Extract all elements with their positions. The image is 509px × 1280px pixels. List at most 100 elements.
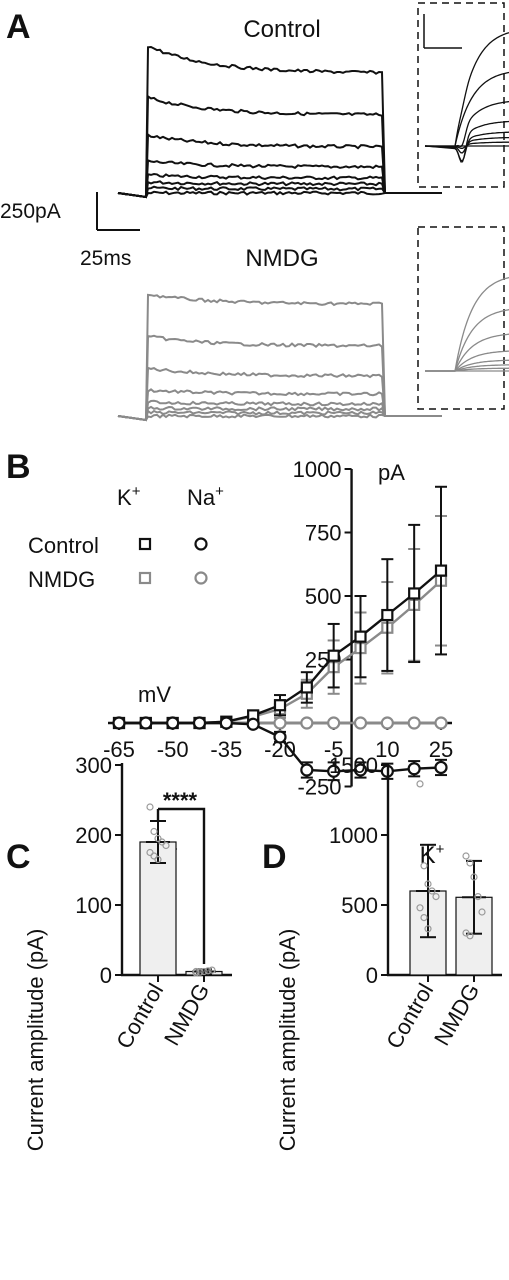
inset-box-control xyxy=(417,2,505,188)
bar-data-point xyxy=(150,827,158,836)
bar-category-label: Control xyxy=(381,979,438,1053)
inset-trace xyxy=(424,141,509,149)
bar-category-label: Control xyxy=(111,979,168,1053)
bar-data-point xyxy=(162,841,170,850)
scale-bar-current-label: 250pA xyxy=(0,200,61,223)
bar-y-tick-label: 200 xyxy=(75,823,112,848)
trace-title-nmdg: NMDG xyxy=(245,245,318,272)
bar-control xyxy=(139,841,177,976)
iv-point-circle xyxy=(327,764,341,778)
bar-category-label: NMDG xyxy=(429,979,484,1050)
current-trace xyxy=(117,405,442,422)
iv-point-square xyxy=(273,699,287,712)
iv-point-circle xyxy=(434,716,448,730)
bar-data-point xyxy=(154,834,162,843)
current-trace xyxy=(117,399,442,422)
significance-stars: **** xyxy=(163,788,198,813)
iv-point-square xyxy=(434,564,448,577)
bar-data-point xyxy=(424,925,432,933)
bar-data-point xyxy=(420,862,428,870)
bar-y-tick-label: 0 xyxy=(366,963,378,988)
inset-traces-nmdg xyxy=(425,276,509,372)
iv-point-circle xyxy=(434,760,448,775)
iv-point-circle xyxy=(273,716,287,730)
iv-point-circle xyxy=(300,763,314,777)
bar-data-point xyxy=(478,908,486,916)
iv-y-tick-label: 1000 xyxy=(293,457,342,482)
bar-y-tick-label: 1000 xyxy=(329,823,378,848)
bar-data-point xyxy=(432,892,440,901)
bar-y-tick-label: 100 xyxy=(75,893,112,918)
bar-data-point xyxy=(462,852,470,860)
iv-series xyxy=(112,485,448,782)
legend-row-nmdg: NMDG xyxy=(28,567,95,592)
bar-data-point xyxy=(466,859,474,867)
iv-point-circle xyxy=(353,763,368,777)
iv-x-tick-label: 10 xyxy=(375,737,399,762)
legend-na-header: Na+ xyxy=(187,483,224,510)
iv-point-circle xyxy=(407,762,421,776)
current-trace xyxy=(117,334,442,422)
current-trace xyxy=(117,94,442,199)
legend-marker-control-k xyxy=(138,537,152,551)
iv-point-circle xyxy=(407,716,421,730)
iv-y-tick-label: 500 xyxy=(305,584,342,609)
iv-point-circle xyxy=(112,716,126,730)
scale-bar-time-label: 25ms xyxy=(80,247,131,270)
panel-letter-b: B xyxy=(6,448,31,486)
bar-data-point xyxy=(204,967,212,975)
current-trace xyxy=(117,172,442,199)
bar-data-point xyxy=(146,848,154,857)
iv-point-circle xyxy=(246,717,260,731)
iv-point-circle xyxy=(139,716,153,730)
current-trace xyxy=(117,45,442,199)
current-trace xyxy=(117,180,442,199)
iv-point-square xyxy=(408,587,421,600)
iv-series-control-na xyxy=(112,716,448,782)
iv-point-square xyxy=(381,608,394,622)
inset-trace xyxy=(425,350,509,372)
current-trace xyxy=(117,293,442,422)
current-trace xyxy=(117,409,442,422)
bar-data-point xyxy=(420,913,428,922)
bar-data-point xyxy=(470,873,478,881)
panel-d-k-bars: K+ Current amplitude (pA) 050010001500Co… xyxy=(275,753,502,1151)
iv-legend: K+ Na+ Control NMDG xyxy=(28,483,224,592)
bar-y-tick-label: 300 xyxy=(75,753,112,778)
bar-y-tick-label: 0 xyxy=(100,963,112,988)
bar-data-point xyxy=(154,855,162,864)
bar-ylabel-d: Current amplitude (pA) xyxy=(275,929,300,1152)
bar-ylabel-c: Current amplitude (pA) xyxy=(23,929,48,1152)
inset-trace xyxy=(424,136,509,154)
bar-data-point xyxy=(208,966,216,974)
bar-data-point xyxy=(474,892,482,901)
current-trace xyxy=(117,132,442,199)
bar-data-point xyxy=(150,852,158,860)
panel-letter-c: C xyxy=(6,838,31,876)
traces-control xyxy=(117,45,442,199)
current-trace xyxy=(117,158,442,199)
iv-point-circle xyxy=(219,716,233,730)
bar-data-point xyxy=(200,967,208,976)
inset-trace xyxy=(425,367,509,372)
iv-x-tick-label: -5 xyxy=(324,737,344,762)
inset-trace xyxy=(424,100,509,149)
significance-bracket xyxy=(158,807,206,964)
iv-y-tick-label: 750 xyxy=(305,521,342,546)
iv-x-tick-label: -50 xyxy=(157,737,189,762)
legend-marker-control-na xyxy=(194,537,208,551)
inset-trace xyxy=(425,276,509,372)
bar-data-point xyxy=(466,932,474,940)
current-trace xyxy=(117,190,442,199)
bar-category-label: NMDG xyxy=(159,979,214,1050)
bar-data-point xyxy=(416,780,424,788)
panel-letter-d: D xyxy=(262,838,287,876)
iv-ylabel: pA xyxy=(378,460,405,485)
iv-x-tick-label: 25 xyxy=(429,737,453,762)
traces-nmdg xyxy=(117,293,442,422)
bar-data-point xyxy=(424,880,432,888)
